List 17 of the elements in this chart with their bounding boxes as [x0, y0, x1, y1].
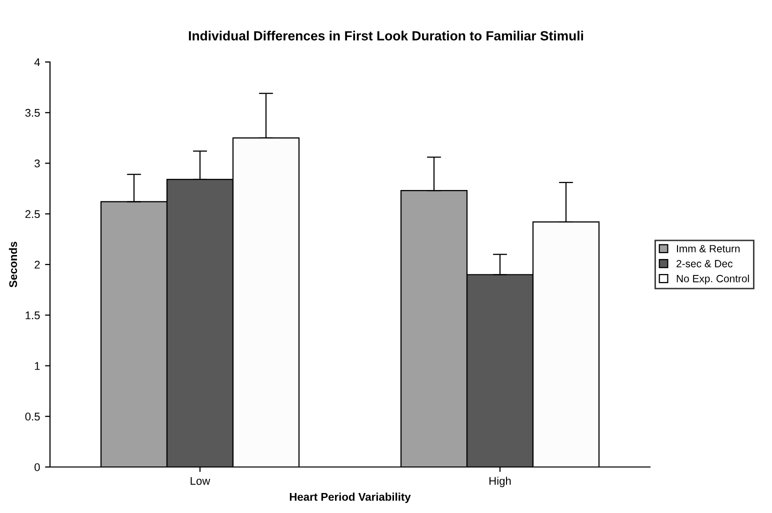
legend-label: 2-sec & Dec [676, 260, 732, 268]
y-tick-label: 1 [34, 362, 40, 370]
legend-label: No Exp. Control [676, 274, 749, 284]
y-tick-label: 4 [34, 58, 40, 66]
legend-label: Imm & Return [677, 245, 740, 252]
y-tick-label: 1.5 [26, 312, 40, 320]
x-tick-label: High [489, 476, 511, 488]
y-tick-label: 3 [34, 160, 40, 168]
chart-title: Individual Differences in First Look Duration to Familiar Stimuli [188, 30, 584, 40]
x-tick-label: Low [190, 477, 210, 485]
y-tick-label: 0.5 [25, 412, 40, 421]
y-tick-label: 3.5 [25, 108, 40, 117]
x-axis-title: Heart Period Variability [290, 492, 411, 503]
y-tick-label: 2 [34, 260, 40, 269]
y-axis-title: Seconds [8, 242, 18, 288]
y-tick-label: 0 [34, 463, 40, 472]
y-tick-label: 2.5 [25, 210, 40, 218]
